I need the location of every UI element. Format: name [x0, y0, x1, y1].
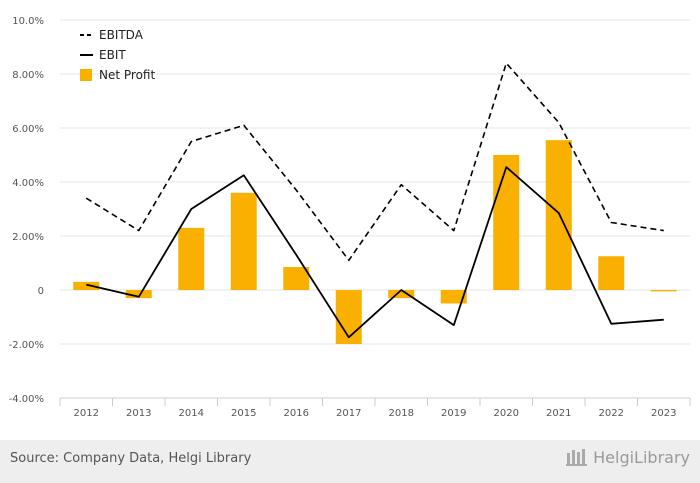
net-profit-bar [230, 192, 257, 290]
net-profit-bars [73, 140, 677, 344]
net-profit-legend-swatch [80, 69, 92, 81]
net-profit-bar [598, 256, 625, 290]
line-series-layer [85, 62, 664, 339]
ebitda-line [85, 62, 664, 262]
x-axis: 2012 2013 2014 2015 2016 2017 2018 2019 2020 2021… [59, 397, 691, 419]
y-tick-label: 0 [38, 286, 44, 297]
net-profit-bar [335, 290, 362, 344]
net-profit-bar [440, 290, 467, 304]
chart-svg: 10.0% 8.00% 6.00% 4.00% 2.00% 0 -2.00% -4.00% 2… [9, 16, 691, 419]
x-tick-label: 2017 [336, 408, 361, 419]
y-tick-label: -2.00% [9, 340, 44, 351]
brand-name: HelgiLibrary [593, 447, 690, 467]
y-tick-label: 2.00% [12, 232, 44, 243]
legend-label: EBITDA [99, 28, 144, 42]
x-tick-label: 2020 [494, 408, 519, 419]
y-tick-label: 4.00% [12, 178, 44, 189]
grid-layer [60, 19, 690, 399]
x-tick-label: 2012 [74, 408, 99, 419]
net-profit-bar [650, 290, 677, 292]
library-icon [566, 449, 588, 466]
x-tick-label: 2023 [651, 408, 676, 419]
x-tick-label: 2021 [546, 408, 571, 419]
net-profit-bar [283, 267, 310, 290]
net-profit-bar [178, 227, 205, 290]
y-axis-tick-labels: 10.0% 8.00% 6.00% 4.00% 2.00% 0 -2.00% -4.00% [9, 16, 44, 405]
x-tick-label: 2022 [599, 408, 624, 419]
x-tick-label: 2014 [179, 408, 204, 419]
net-profit-bar [493, 155, 520, 290]
x-tick-label: 2018 [389, 408, 414, 419]
x-tick-label: 2019 [441, 408, 466, 419]
y-tick-label: -4.00% [9, 394, 44, 405]
y-tick-label: 10.0% [12, 16, 44, 27]
ebit-line [86, 166, 664, 339]
brand-logo[interactable]: HelgiLibrary [565, 447, 690, 467]
net-profit-bar [73, 281, 100, 290]
x-tick-label: 2016 [284, 408, 309, 419]
net-profit-bar [388, 290, 415, 299]
y-tick-label: 6.00% [12, 124, 44, 135]
legend-label: EBIT [99, 48, 126, 62]
source-note: Source: Company Data, Helgi Library [10, 451, 252, 466]
legend-label: Net Profit [99, 68, 155, 82]
legend: EBITDA EBIT Net Profit [80, 28, 155, 82]
y-tick-label: 8.00% [12, 70, 44, 81]
x-tick-label: 2013 [126, 408, 151, 419]
net-profit-bar [125, 290, 152, 299]
x-tick-label: 2015 [231, 408, 256, 419]
